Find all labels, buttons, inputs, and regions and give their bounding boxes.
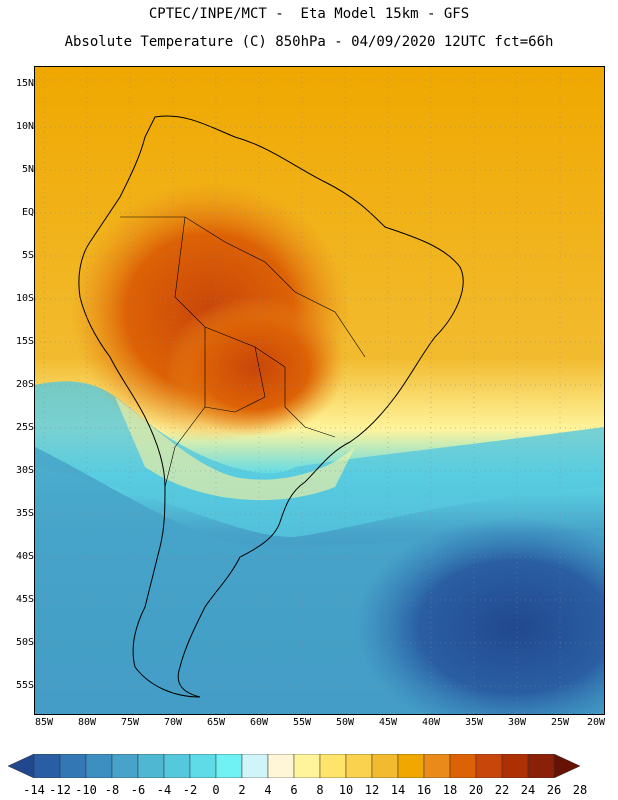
colorbar-cell [33, 754, 61, 778]
lon-label-45w: 45W [378, 717, 398, 728]
colorbar-label: 0 [212, 783, 220, 797]
lon-label-55w: 55W [292, 717, 312, 728]
colorbar-label: 26 [546, 783, 562, 797]
colorbar [8, 754, 581, 778]
lon-label-75w: 75W [120, 717, 140, 728]
colorbar-cell [293, 754, 321, 778]
lat-label-5n: 5N [21, 164, 34, 175]
colorbar-cell [59, 754, 87, 778]
lon-label-35w: 35W [464, 717, 484, 728]
lon-label-80w: 80W [77, 717, 97, 728]
colorbar-cell [319, 754, 347, 778]
colorbar-label: 12 [364, 783, 380, 797]
colorbar-cell [423, 754, 451, 778]
hot-core-2 [165, 297, 345, 437]
temperature-field [35, 67, 604, 714]
colorbar-label: -2 [182, 783, 198, 797]
lat-label-10n: 10N [15, 121, 34, 132]
colorbar-label: 24 [520, 783, 536, 797]
south-america-coastline [78, 115, 464, 698]
colorbar-label: 20 [468, 783, 484, 797]
lon-label-70w: 70W [163, 717, 183, 728]
colorbar-label: -12 [49, 783, 71, 797]
colorbar-label: 4 [264, 783, 272, 797]
colorbar-cell [345, 754, 373, 778]
lat-label-50s: 50S [15, 637, 34, 648]
colorbar-cell [501, 754, 529, 778]
colorbar-label: 2 [238, 783, 246, 797]
colorbar-label: -6 [130, 783, 146, 797]
mild-band [115, 397, 355, 501]
lon-label-60w: 60W [249, 717, 269, 728]
cool-band [35, 381, 604, 537]
colorbar-label: 16 [416, 783, 432, 797]
colorbar-cell [85, 754, 113, 778]
lon-label-65w: 65W [206, 717, 226, 728]
colorbar-label: 28 [572, 783, 588, 797]
colorbar-cell [111, 754, 139, 778]
colorbar-cell [241, 754, 269, 778]
colorbar-cell [371, 754, 399, 778]
map-title: CPTEC/INPE/MCT - Eta Model 15km - GFS [148, 6, 470, 22]
lat-label-25s: 25S [15, 422, 34, 433]
temperature-map [34, 66, 605, 715]
lat-label-30s: 30S [15, 465, 34, 476]
lon-label-30w: 30W [507, 717, 527, 728]
lon-label-85w: 85W [34, 717, 54, 728]
colorbar-label: 10 [338, 783, 354, 797]
lat-label-10s: 10S [15, 293, 34, 304]
lat-label-5s: 5S [21, 250, 34, 261]
colorbar-label: -4 [156, 783, 172, 797]
colorbar-cell [267, 754, 295, 778]
lat-label-40s: 40S [15, 551, 34, 562]
colorbar-label: 18 [442, 783, 458, 797]
colorbar-label: -10 [75, 783, 97, 797]
colorbar-label: 14 [390, 783, 406, 797]
colorbar-arrow-low [8, 754, 35, 778]
colorbar-cell [215, 754, 243, 778]
colorbar-label: 8 [316, 783, 324, 797]
colorbar-cell [163, 754, 191, 778]
colorbar-label: -8 [104, 783, 120, 797]
colorbar-label: 22 [494, 783, 510, 797]
lon-label-50w: 50W [335, 717, 355, 728]
lat-label-15n: 15N [15, 78, 34, 89]
lat-label-45s: 45S [15, 594, 34, 605]
colorbar-cell [397, 754, 425, 778]
colorbar-label: 6 [290, 783, 298, 797]
cold-core [355, 517, 604, 714]
country-borders [120, 216, 366, 488]
colorbar-label: -14 [23, 783, 45, 797]
lat-label-15s: 15S [15, 336, 34, 347]
lon-label-40w: 40W [421, 717, 441, 728]
colorbar-cell [449, 754, 477, 778]
lat-label-20s: 20S [15, 379, 34, 390]
lon-label-20w: 20W [586, 717, 606, 728]
map-subtitle: Absolute Temperature (C) 850hPa - 04/09/… [64, 34, 554, 50]
lat-label-55s: 55S [15, 680, 34, 691]
colorbar-arrow-high [553, 754, 581, 778]
colorbar-cell [189, 754, 217, 778]
colorbar-cell [527, 754, 555, 778]
colorbar-cell [475, 754, 503, 778]
lon-label-25w: 25W [550, 717, 570, 728]
lat-label-35s: 35S [15, 508, 34, 519]
lat-label-eq: EQ [21, 207, 34, 218]
colorbar-cell [137, 754, 165, 778]
